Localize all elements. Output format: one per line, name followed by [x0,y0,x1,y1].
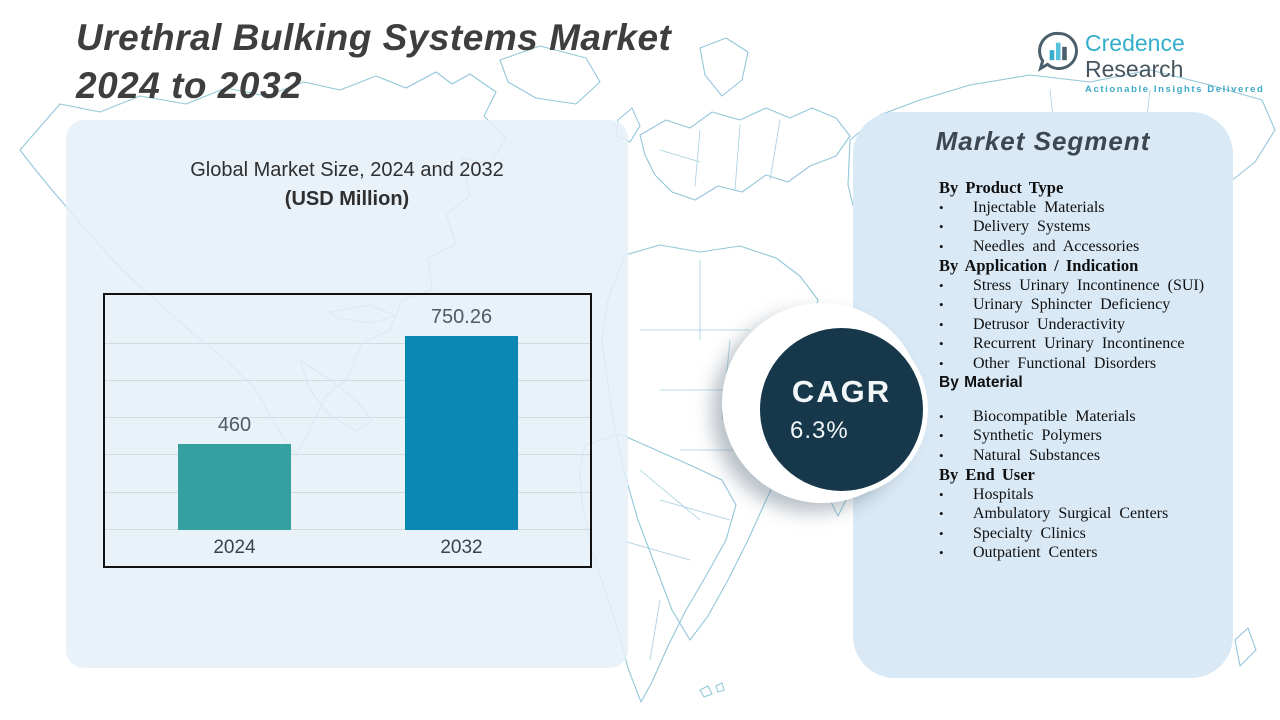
bullet-icon: • [939,486,944,502]
segment-item-label: Specialty Clinics [973,524,1086,542]
segment-item-label: Delivery Systems [973,218,1091,235]
segment-item-label: Detrusor Underactivity [973,315,1125,333]
cagr-value: 6.3% [790,417,849,444]
chart-gridline [105,491,590,493]
logo-brand-name: Credence Research [1085,30,1280,82]
segment-item: • Specialty Clinics [939,524,1225,544]
page-title: Urethral Bulking Systems Market 2024 to … [76,14,671,110]
chart-gridline [105,454,590,456]
segment-item-label: Ambulatory Surgical Centers [973,505,1169,522]
segment-item-label: Synthetic Polymers [973,427,1102,444]
segment-item-label: Biocompatible Materials [973,407,1136,425]
cagr-label: CAGR [791,374,892,409]
segment-group-heading: By Application / Indication [939,256,1139,275]
bullet-icon: • [939,277,944,293]
chart-title-line2: (USD Million) [284,188,410,210]
bullet-icon: • [939,316,944,332]
bullet-icon: • [939,355,944,371]
bar-category-label: 2024 [213,537,256,558]
segment-item-label: Recurrent Urinary Incontinence [973,335,1185,352]
segment-item: • Recurrent Urinary Incontinence [939,334,1225,354]
segment-item-label: Urinary Sphincter Deficiency [973,296,1171,313]
bar-2024 [178,444,291,530]
market-size-panel: Global Market Size, 2024 and 2032 (USD M… [66,120,628,668]
logo-chart-bubble-icon [1038,31,1078,72]
bullet-icon: • [939,525,944,541]
bullet-icon: • [939,297,944,312]
chart-gridline [105,417,590,419]
chart-title-line1: Global Market Size, 2024 and 2032 [190,159,504,181]
segment-item: • Other Functional Disorders [939,354,1225,374]
segment-list: By Product Type • Injectable Materials • Del… [939,178,1225,563]
bullet-icon: • [939,199,944,215]
segment-item-label: Hospitals [973,485,1034,503]
cagr-badge: CAGR 6.3% [755,323,928,496]
bar-2032 [405,335,518,530]
segment-item: • Biocompatible Materials [939,407,1225,427]
segment-item: • Urinary Sphincter Deficiency [939,295,1225,315]
chart-gridline [105,529,590,530]
logo-brand-secondary: Research [1085,56,1184,82]
segment-item-label: Needles and Accessories [973,237,1140,255]
segment-group-heading: By Material [939,374,1023,391]
bar-chart: 460 2024 750.26 2032 [103,293,592,568]
segment-item: • Hospitals [939,485,1225,505]
segment-item-label: Outpatient Centers [973,544,1098,561]
bullet-icon: • [939,545,944,560]
bullet-icon: • [939,447,944,463]
credence-research-logo: Credence Research Actionable Insights De… [1038,30,1280,95]
bullet-icon: • [939,428,944,443]
logo-text: Credence Research Actionable Insights De… [1085,30,1280,95]
bullet-icon: • [939,238,944,254]
segment-item: • Delivery Systems [939,217,1225,237]
bullet-icon: • [939,219,944,234]
chart-gridline [105,342,590,344]
logo-tagline: Actionable Insights Delivered [1085,84,1265,95]
page-title-line1: Urethral Bulking Systems Market [76,17,672,58]
bullet-icon: • [939,336,944,351]
market-segment-title: Market Segment [935,126,1151,156]
segment-group-heading: By Product Type [939,178,1064,197]
segment-item: • Natural Substances [939,446,1225,466]
segment-item: • Ambulatory Surgical Centers [939,504,1225,524]
segment-item: • Detrusor Underactivity [939,315,1225,335]
segment-item-label: Natural Substances [973,446,1101,464]
chart-gridline [105,379,590,381]
bar-value-label: 750.26 [430,305,493,328]
segment-item: • Stress Urinary Incontinence (SUI) [939,276,1225,296]
page-title-line2: 2024 to 2032 [76,65,303,106]
segment-item-label: Injectable Materials [973,198,1105,216]
bar-category-label: 2032 [440,537,483,558]
bar-chart-plot: 460 2024 750.26 2032 [105,295,590,566]
segment-item: • Outpatient Centers [939,543,1225,563]
segment-item: • Injectable Materials [939,198,1225,218]
bullet-icon: • [939,408,944,424]
bar-value-label: 460 [217,414,252,437]
chart-title: Global Market Size, 2024 and 2032 (USD M… [66,156,628,214]
bullet-icon: • [939,506,944,521]
segment-item-label: Other Functional Disorders [973,354,1157,372]
logo-brand-primary: Credence [1085,30,1185,56]
segment-item: • Synthetic Polymers [939,426,1225,446]
segment-item-label: Stress Urinary Incontinence (SUI) [973,276,1205,294]
segment-group-heading: By End User [939,465,1035,484]
segment-item: • Needles and Accessories [939,237,1225,257]
